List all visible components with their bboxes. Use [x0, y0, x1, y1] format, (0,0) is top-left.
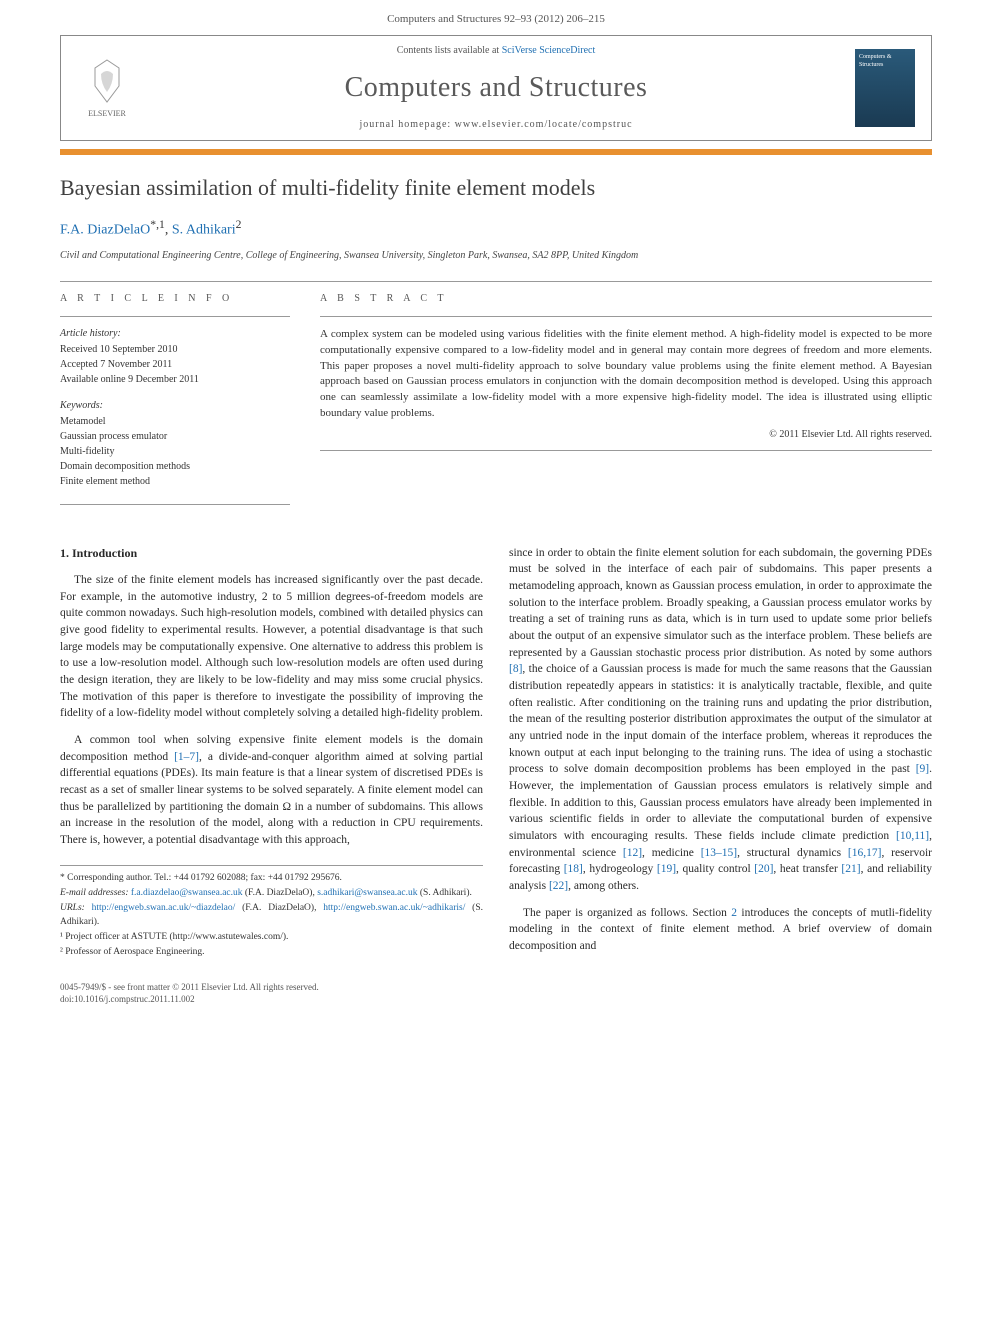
ref-link[interactable]: [18] [564, 863, 583, 875]
keyword: Multi-fidelity [60, 445, 290, 459]
ref-link[interactable]: [21] [841, 863, 860, 875]
body-col-left: 1. Introduction The size of the finite e… [60, 545, 483, 965]
footnote-2: ² Professor of Aerospace Engineering. [60, 946, 483, 959]
keyword: Finite element method [60, 475, 290, 489]
urls: URLs: http://engweb.swan.ac.uk/~diazdela… [60, 902, 483, 929]
abstract-heading: A B S T R A C T [320, 292, 932, 306]
ref-link[interactable]: [19] [657, 863, 676, 875]
footnotes: * Corresponding author. Tel.: +44 01792 … [60, 865, 483, 960]
elsevier-logo: ELSEVIER [77, 53, 137, 123]
journal-title: Computers and Structures [137, 68, 855, 107]
header-center: Contents lists available at SciVerse Sci… [137, 44, 855, 131]
corr-author: * Corresponding author. Tel.: +44 01792 … [60, 872, 483, 885]
para-2: A common tool when solving expensive fin… [60, 732, 483, 849]
accent-bar [60, 149, 932, 155]
author-link-2[interactable]: S. Adhikari [172, 223, 236, 238]
ref-link[interactable]: [13–15] [701, 847, 737, 859]
ref-link[interactable]: [16,17] [848, 847, 882, 859]
affiliation: Civil and Computational Engineering Cent… [60, 249, 932, 263]
history-label: Article history: [60, 327, 290, 341]
author1-sup: *,1 [150, 218, 165, 231]
authors: F.A. DiazDelaO*,1, S. Adhikari2 [60, 217, 932, 240]
history-accepted: Accepted 7 November 2011 [60, 358, 290, 372]
author2-sup: 2 [236, 218, 242, 231]
section-1-title: 1. Introduction [60, 545, 483, 562]
history-received: Received 10 September 2010 [60, 343, 290, 357]
para-1: The size of the finite element models ha… [60, 572, 483, 722]
journal-header: ELSEVIER Contents lists available at Sci… [60, 35, 932, 140]
emails: E-mail addresses: f.a.diazdelao@swansea.… [60, 887, 483, 900]
body-col-right: since in order to obtain the finite elem… [509, 545, 932, 965]
contents-available: Contents lists available at SciVerse Sci… [137, 44, 855, 58]
email-link-1[interactable]: f.a.diazdelao@swansea.ac.uk [131, 888, 243, 898]
scidirect-link[interactable]: SciVerse ScienceDirect [502, 45, 596, 56]
doi-line: doi:10.1016/j.compstruc.2011.11.002 [60, 993, 932, 1006]
bottom-matter: 0045-7949/$ - see front matter © 2011 El… [0, 965, 992, 1016]
para-3: since in order to obtain the finite elem… [509, 545, 932, 895]
url-link-2[interactable]: http://engweb.swan.ac.uk/~adhikaris/ [323, 903, 465, 913]
ref-link[interactable]: [12] [623, 847, 642, 859]
front-matter-line: 0045-7949/$ - see front matter © 2011 El… [60, 981, 932, 994]
keyword: Metamodel [60, 415, 290, 429]
para-4: The paper is organized as follows. Secti… [509, 905, 932, 955]
ref-link[interactable]: [10,11] [896, 830, 929, 842]
history-online: Available online 9 December 2011 [60, 373, 290, 387]
journal-cover-thumbnail: Computers & Structures [855, 49, 915, 127]
author-link-1[interactable]: F.A. DiazDelaO [60, 223, 150, 238]
article-title: Bayesian assimilation of multi-fidelity … [60, 173, 932, 204]
copyright: © 2011 Elsevier Ltd. All rights reserved… [320, 428, 932, 442]
keyword: Domain decomposition methods [60, 460, 290, 474]
article-info-heading: A R T I C L E I N F O [60, 292, 290, 306]
email-link-2[interactable]: s.adhikari@swansea.ac.uk [317, 888, 417, 898]
abstract-text: A complex system can be modeled using va… [320, 327, 932, 423]
article-info-block: A R T I C L E I N F O Article history: R… [60, 292, 932, 490]
keywords-label: Keywords: [60, 399, 290, 413]
url-link-1[interactable]: http://engweb.swan.ac.uk/~diazdelao/ [92, 903, 236, 913]
keyword: Gaussian process emulator [60, 430, 290, 444]
journal-reference: Computers and Structures 92–93 (2012) 20… [0, 0, 992, 35]
footnote-1: ¹ Project officer at ASTUTE (http://www.… [60, 931, 483, 944]
divider [60, 281, 932, 282]
ref-link[interactable]: [1–7] [174, 751, 199, 763]
ref-link[interactable]: [22] [549, 880, 568, 892]
body-columns: 1. Introduction The size of the finite e… [60, 545, 932, 965]
journal-homepage: journal homepage: www.elsevier.com/locat… [137, 118, 855, 132]
ref-link[interactable]: [8] [509, 663, 522, 675]
ref-link[interactable]: [9] [916, 763, 929, 775]
ref-link[interactable]: [20] [754, 863, 773, 875]
